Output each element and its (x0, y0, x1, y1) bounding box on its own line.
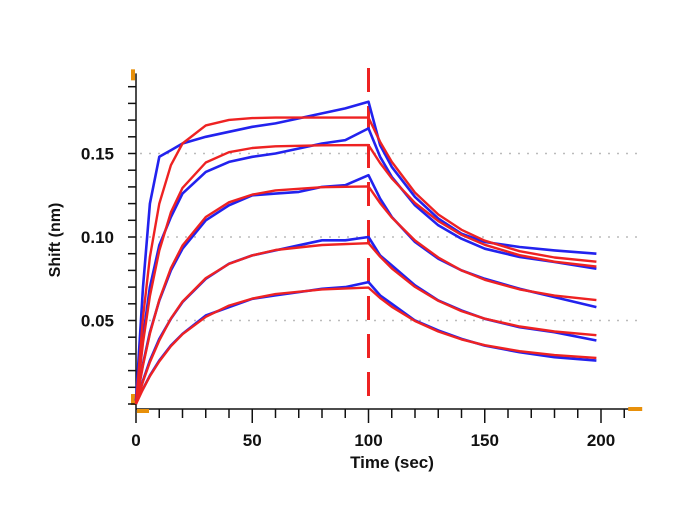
fit-curve (134, 185, 597, 405)
fit-curve (134, 116, 597, 405)
x-tick-label: 200 (587, 431, 615, 450)
data-curve (134, 127, 597, 401)
x-tick-label: 0 (131, 431, 140, 450)
range-marker-right (628, 407, 643, 411)
x-tick-label: 100 (354, 431, 382, 450)
data-curve (134, 280, 597, 402)
range-marker-bottom (131, 394, 135, 405)
x-axis-label: Time (sec) (350, 453, 434, 472)
series-group (134, 68, 597, 405)
x-tick-label: 50 (243, 431, 262, 450)
y-tick-label: 0.15 (81, 145, 114, 164)
gridlines (140, 152, 639, 322)
y-tick-label: 0.10 (81, 228, 114, 247)
fit-curve (134, 143, 597, 405)
axes (131, 69, 643, 413)
range-marker-top (131, 69, 135, 81)
data-curve (134, 100, 597, 401)
range-marker-left (137, 409, 149, 413)
fit-curve (134, 241, 597, 405)
x-tick-label: 150 (471, 431, 499, 450)
y-axis-label: Shift (nm) (47, 203, 64, 278)
fit-curve (134, 286, 597, 405)
ticks: 0.05 0.10 0.15 0 50 100 150 200 (81, 85, 625, 450)
y-tick-label: 0.05 (81, 312, 114, 331)
